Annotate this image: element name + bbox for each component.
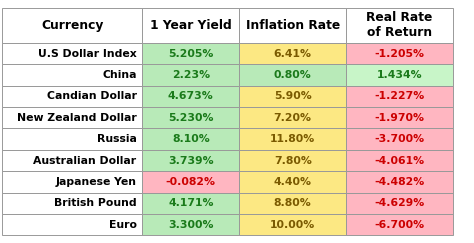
Text: Real Rate
of Return: Real Rate of Return [366, 11, 433, 39]
Text: 2.23%: 2.23% [172, 70, 210, 80]
Bar [239, 214, 346, 235]
Bar [142, 171, 239, 193]
Text: Australian Dollar: Australian Dollar [33, 156, 137, 165]
Text: -6.700%: -6.700% [374, 220, 424, 230]
Text: 1 Year Yield: 1 Year Yield [150, 19, 232, 32]
Bar [346, 107, 453, 129]
Text: 7.80%: 7.80% [274, 156, 311, 165]
Text: 5.90%: 5.90% [274, 91, 311, 101]
Bar [2, 107, 142, 129]
Text: -4.629%: -4.629% [374, 198, 425, 208]
Text: 6.41%: 6.41% [273, 49, 312, 59]
Text: 5.205%: 5.205% [168, 49, 213, 59]
Text: 1.434%: 1.434% [376, 70, 422, 80]
Bar [2, 8, 142, 43]
Bar [239, 8, 346, 43]
Text: 8.80%: 8.80% [274, 198, 311, 208]
Text: Euro: Euro [109, 220, 137, 230]
Bar [142, 150, 239, 171]
Text: China: China [102, 70, 137, 80]
Text: -4.482%: -4.482% [374, 177, 425, 187]
Text: -4.061%: -4.061% [374, 156, 424, 165]
Text: 4.673%: 4.673% [168, 91, 214, 101]
Bar [2, 64, 142, 86]
Text: 10.00%: 10.00% [270, 220, 315, 230]
Bar [2, 86, 142, 107]
Bar [239, 107, 346, 129]
Bar [239, 171, 346, 193]
Bar [2, 214, 142, 235]
Text: 7.20%: 7.20% [273, 113, 312, 123]
Bar [239, 64, 346, 86]
Text: New Zealand Dollar: New Zealand Dollar [17, 113, 137, 123]
Text: Candian Dollar: Candian Dollar [46, 91, 137, 101]
Text: -3.700%: -3.700% [374, 134, 424, 144]
Bar [142, 43, 239, 64]
Text: 3.739%: 3.739% [168, 156, 214, 165]
Bar [142, 64, 239, 86]
Text: -1.970%: -1.970% [374, 113, 424, 123]
Bar [142, 86, 239, 107]
Text: U.S Dollar Index: U.S Dollar Index [38, 49, 137, 59]
Bar [346, 86, 453, 107]
Text: 4.40%: 4.40% [273, 177, 312, 187]
Bar [346, 150, 453, 171]
Text: 3.300%: 3.300% [168, 220, 213, 230]
Bar [2, 171, 142, 193]
Bar [2, 43, 142, 64]
Bar [2, 193, 142, 214]
Text: Inflation Rate: Inflation Rate [246, 19, 340, 32]
Bar [239, 150, 346, 171]
Text: -0.082%: -0.082% [166, 177, 216, 187]
Bar [142, 129, 239, 150]
Bar [346, 193, 453, 214]
Bar [239, 129, 346, 150]
Bar [346, 171, 453, 193]
Bar [142, 107, 239, 129]
Bar [239, 193, 346, 214]
Bar [239, 43, 346, 64]
Text: 4.171%: 4.171% [168, 198, 213, 208]
Bar [346, 64, 453, 86]
Text: 5.230%: 5.230% [168, 113, 213, 123]
Bar [346, 214, 453, 235]
Bar [346, 43, 453, 64]
Text: 8.10%: 8.10% [172, 134, 210, 144]
Text: 0.80%: 0.80% [274, 70, 311, 80]
Text: British Pound: British Pound [54, 198, 137, 208]
Text: Japanese Yen: Japanese Yen [55, 177, 137, 187]
Text: -1.227%: -1.227% [374, 91, 425, 101]
Bar [142, 8, 239, 43]
Text: Currency: Currency [41, 19, 103, 32]
Text: 11.80%: 11.80% [270, 134, 315, 144]
Bar [142, 214, 239, 235]
Text: -1.205%: -1.205% [374, 49, 424, 59]
Text: Russia: Russia [97, 134, 137, 144]
Bar [346, 129, 453, 150]
Bar [239, 86, 346, 107]
Bar [2, 129, 142, 150]
Bar [2, 150, 142, 171]
Bar [142, 193, 239, 214]
Bar [346, 8, 453, 43]
